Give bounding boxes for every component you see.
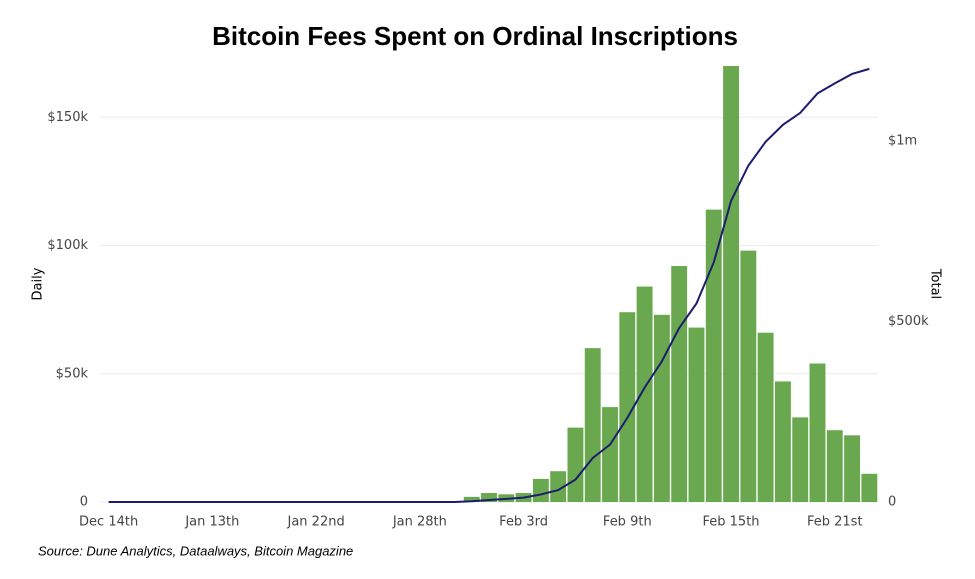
bar [671, 266, 688, 502]
bar [653, 314, 670, 502]
x-tick-label: Feb 9th [603, 515, 652, 530]
source-note: Source: Dune Analytics, Dataalways, Bitc… [38, 543, 353, 558]
bar [602, 407, 618, 502]
x-tick-label: Jan 28th [392, 515, 447, 530]
bar [532, 478, 549, 502]
bar [809, 363, 826, 502]
y-tick-label: 0 [80, 495, 88, 510]
y2-tick-label: $1m [888, 134, 917, 149]
bar [774, 381, 791, 502]
y-tick-label: $100k [47, 238, 88, 253]
y-tick-label: $50k [56, 366, 89, 381]
x-tick-label: Jan 13th [184, 515, 239, 530]
x-tick-label: Dec 14th [79, 515, 138, 530]
bar [463, 496, 480, 502]
chart-title: Bitcoin Fees Spent on Ordinal Inscriptio… [212, 21, 738, 51]
bar [723, 66, 739, 502]
x-tick-label: Feb 15th [703, 515, 760, 530]
bar [567, 427, 584, 502]
bar [636, 286, 653, 502]
x-tick-label: Jan 22nd [287, 515, 345, 530]
bar [844, 435, 861, 502]
bar [550, 471, 567, 502]
bar [688, 327, 705, 502]
y-axis-title: Daily [31, 267, 46, 300]
y2-axis-title: Total [928, 268, 943, 299]
bar [740, 250, 757, 502]
bar [792, 417, 809, 502]
x-tick-label: Feb 3rd [499, 515, 548, 530]
y2-tick-label: $500k [888, 314, 929, 329]
bar [481, 493, 497, 502]
total-line [108, 67, 870, 503]
bar [619, 312, 636, 502]
bar [757, 332, 774, 502]
bar [826, 430, 843, 502]
x-tick-label: Feb 21st [807, 515, 863, 530]
bar [861, 473, 878, 502]
y-tick-label: $150k [47, 110, 88, 125]
bar [705, 209, 722, 502]
y2-tick-label: 0 [888, 495, 896, 510]
bar [584, 348, 601, 502]
